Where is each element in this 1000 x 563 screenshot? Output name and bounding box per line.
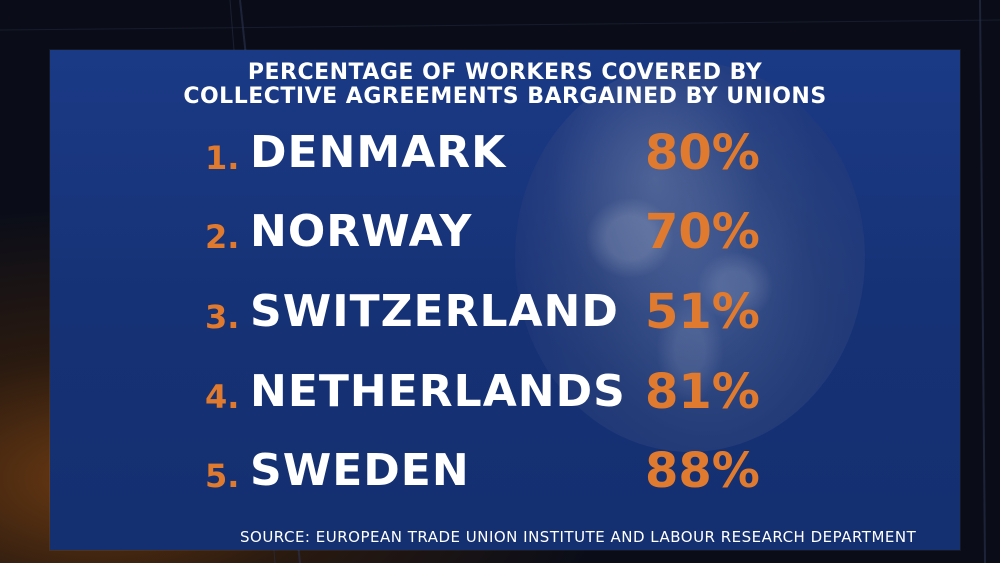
country-label: NORWAY xyxy=(250,206,473,257)
table-row: 2. NORWAY 70% xyxy=(0,204,1000,264)
value-label: 88% xyxy=(645,443,760,499)
rank-label: 1. xyxy=(205,139,240,177)
value-label: 80% xyxy=(645,125,760,181)
table-row: 4. NETHERLANDS 81% xyxy=(0,364,1000,424)
table-row: 3. SWITZERLAND 51% xyxy=(0,284,1000,344)
country-label: DENMARK xyxy=(250,127,507,178)
country-label: SWITZERLAND xyxy=(250,286,619,337)
table-row: 1. DENMARK 80% xyxy=(0,125,1000,185)
globe-clouds xyxy=(540,110,840,430)
rank-label: 2. xyxy=(205,218,240,256)
rank-label: 3. xyxy=(205,298,240,336)
country-label: SWEDEN xyxy=(250,445,470,496)
source-caption: SOURCE: EUROPEAN TRADE UNION INSTITUTE A… xyxy=(240,528,917,546)
rank-label: 4. xyxy=(205,378,240,416)
globe-image xyxy=(515,62,865,452)
value-label: 51% xyxy=(645,284,760,340)
value-label: 81% xyxy=(645,364,760,420)
chart-title-line-1: PERCENTAGE OF WORKERS COVERED BY xyxy=(247,60,763,85)
table-row: 5. SWEDEN 88% xyxy=(0,443,1000,503)
rank-label: 5. xyxy=(205,457,240,495)
country-label: NETHERLANDS xyxy=(250,366,626,417)
chart-title-line-2: COLLECTIVE AGREEMENTS BARGAINED BY UNION… xyxy=(183,84,827,109)
value-label: 70% xyxy=(645,204,760,260)
